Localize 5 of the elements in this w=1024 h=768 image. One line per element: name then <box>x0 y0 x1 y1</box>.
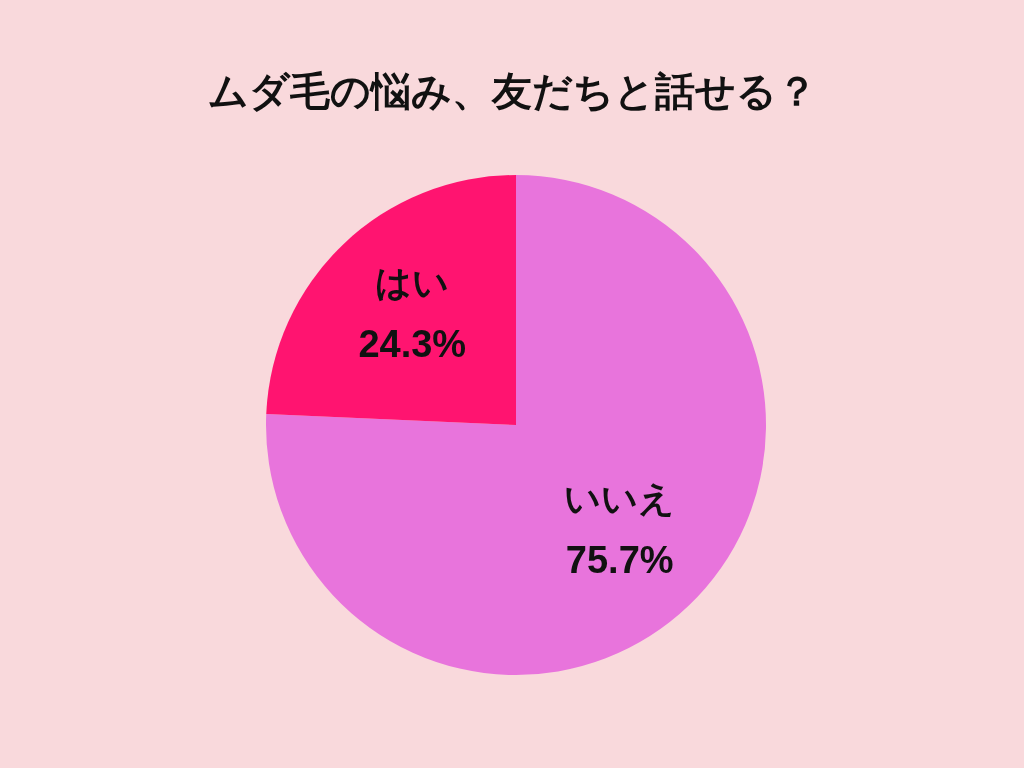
slice-label: いいえ <box>564 478 676 520</box>
data-label: 75.7% <box>565 539 674 582</box>
chart-title: ムダ毛の悩み、友だちと話せる？ <box>207 69 817 113</box>
data-label: 24.3% <box>358 322 467 365</box>
slice-label: はい <box>375 261 450 303</box>
